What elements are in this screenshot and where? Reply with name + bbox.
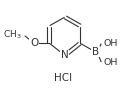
Text: OH: OH: [103, 58, 118, 67]
Text: O: O: [30, 38, 38, 48]
Text: B: B: [92, 47, 99, 57]
Text: HCl: HCl: [54, 73, 72, 83]
Text: CH$_3$: CH$_3$: [3, 28, 22, 41]
Text: OH: OH: [103, 39, 118, 48]
Text: N: N: [61, 50, 69, 60]
